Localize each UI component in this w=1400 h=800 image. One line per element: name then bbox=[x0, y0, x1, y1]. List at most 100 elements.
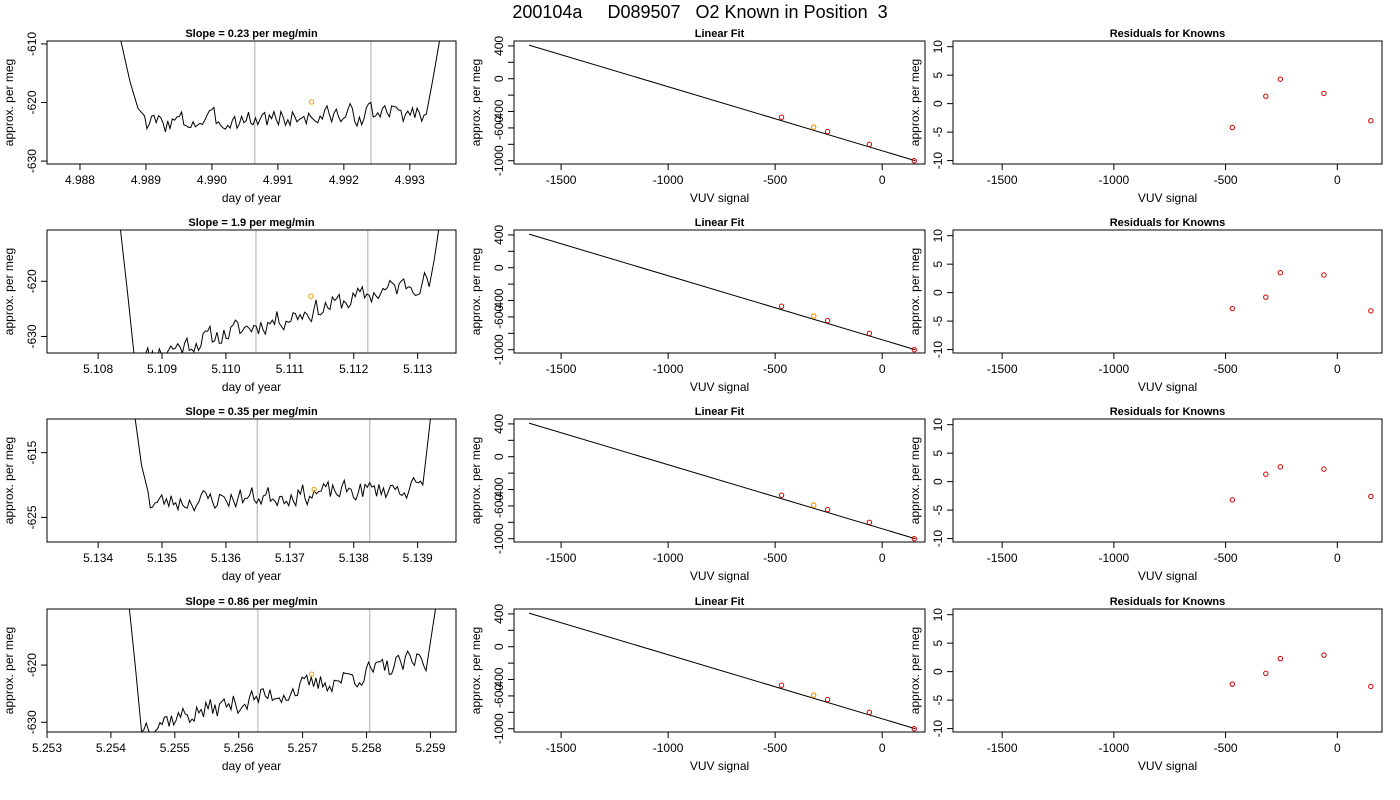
x-tick-label: 4.993 bbox=[395, 173, 425, 187]
y-tick-label: 10 bbox=[931, 40, 945, 54]
x-axis-label: VUV signal bbox=[690, 569, 749, 583]
data-point bbox=[1321, 272, 1327, 278]
panel-title: Residuals for Knowns bbox=[1110, 28, 1226, 40]
panel: Linear Fit VUV signal approx. per meg -1500… bbox=[469, 28, 926, 205]
x-tick-label: -1500 bbox=[546, 741, 577, 755]
plot-frame bbox=[513, 418, 926, 543]
x-tick-label: -500 bbox=[763, 362, 787, 376]
y-tick-label: -1000 bbox=[492, 334, 506, 365]
x-axis-label: day of year bbox=[222, 759, 281, 773]
x-axis-label: day of year bbox=[222, 191, 281, 205]
fit-line bbox=[528, 44, 916, 162]
plot-area bbox=[1229, 464, 1374, 503]
y-axis-label: approx. per meg bbox=[469, 248, 483, 335]
x-tick-label: 0 bbox=[879, 741, 886, 755]
y-tick-label: -1000 bbox=[492, 145, 506, 176]
y-axis-label: approx. per meg bbox=[469, 627, 483, 714]
plot-area bbox=[528, 612, 917, 732]
data-point bbox=[1263, 294, 1269, 300]
x-tick-label: -1500 bbox=[987, 173, 1018, 187]
x-tick-label: 5.254 bbox=[96, 741, 126, 755]
x-tick-label: 5.135 bbox=[147, 551, 177, 565]
data-point bbox=[911, 536, 917, 542]
data-point bbox=[1277, 464, 1284, 470]
y-tick-label: 0 bbox=[931, 100, 945, 107]
x-axis-label: VUV signal bbox=[690, 191, 749, 205]
data-trace-line bbox=[120, 230, 440, 353]
x-tick-label: -1500 bbox=[546, 551, 577, 565]
figure-title: 200104a D089507 O2 Known in Position 3 bbox=[512, 2, 888, 22]
panel: Linear Fit VUV signal approx. per meg -1500… bbox=[469, 596, 926, 773]
x-tick-label: -500 bbox=[763, 551, 787, 565]
y-tick-label: -615 bbox=[25, 440, 39, 464]
y-tick-label: -10 bbox=[931, 720, 945, 738]
x-tick-label: -500 bbox=[1214, 741, 1238, 755]
y-tick-label: -5 bbox=[931, 504, 945, 515]
highlight-point bbox=[810, 313, 817, 319]
x-tick-label: 5.113 bbox=[403, 362, 432, 376]
data-point bbox=[1368, 683, 1374, 690]
x-tick-label: -500 bbox=[1214, 551, 1238, 565]
x-tick-label: -1000 bbox=[653, 362, 684, 376]
y-tick-label: -600 bbox=[492, 494, 506, 518]
y-tick-label: -620 bbox=[25, 653, 39, 677]
y-tick-label: -5 bbox=[931, 126, 945, 137]
y-axis-label: approx. per meg bbox=[469, 437, 483, 524]
panel-title: Linear Fit bbox=[695, 217, 745, 229]
x-tick-label: 5.136 bbox=[211, 551, 241, 565]
plot-frame bbox=[513, 229, 926, 354]
panel: Residuals for Knowns VUV signal approx. pe… bbox=[908, 406, 1383, 583]
data-point bbox=[1229, 124, 1235, 131]
y-tick-label: 0 bbox=[931, 478, 945, 485]
y-tick-label: -600 bbox=[492, 305, 506, 329]
x-tick-label: 4.991 bbox=[263, 173, 293, 187]
x-tick-label: 5.134 bbox=[83, 551, 113, 565]
plot-frame bbox=[952, 418, 1383, 543]
panel-title: Residuals for Knowns bbox=[1110, 596, 1226, 608]
data-point bbox=[1368, 118, 1374, 124]
y-tick-label: -610 bbox=[25, 32, 39, 56]
x-tick-label: 4.988 bbox=[65, 173, 95, 187]
data-point bbox=[824, 506, 831, 513]
data-trace-line bbox=[128, 609, 436, 732]
x-tick-label: -1000 bbox=[1099, 551, 1130, 565]
panel-title: Residuals for Knowns bbox=[1110, 217, 1226, 229]
y-tick-label: -400 bbox=[492, 99, 506, 123]
y-tick-label: -400 bbox=[492, 288, 506, 312]
x-tick-label: 5.109 bbox=[147, 362, 177, 376]
data-point bbox=[1229, 497, 1235, 503]
y-tick-label: 0 bbox=[492, 75, 506, 82]
highlight-point bbox=[308, 293, 314, 299]
data-trace-line bbox=[134, 419, 431, 512]
y-tick-label: 10 bbox=[931, 229, 945, 243]
x-axis-label: VUV signal bbox=[1138, 569, 1197, 583]
x-tick-label: 0 bbox=[1334, 362, 1341, 376]
highlight-point bbox=[308, 671, 315, 677]
y-axis-label: approx. per meg bbox=[469, 59, 483, 146]
x-tick-label: -1500 bbox=[987, 741, 1018, 755]
y-tick-label: -630 bbox=[25, 710, 39, 734]
data-point bbox=[778, 682, 785, 688]
panel-title: Residuals for Knowns bbox=[1110, 406, 1226, 418]
plot-area bbox=[1229, 652, 1374, 690]
plot-area bbox=[528, 233, 917, 353]
x-tick-label: 5.110 bbox=[211, 362, 240, 376]
highlight-point bbox=[810, 502, 817, 508]
data-point bbox=[1321, 90, 1327, 97]
y-tick-label: -400 bbox=[492, 667, 506, 691]
x-tick-label: -500 bbox=[763, 741, 787, 755]
x-tick-label: -1000 bbox=[653, 551, 684, 565]
y-tick-label: 5 bbox=[931, 450, 945, 457]
x-axis-label: day of year bbox=[222, 380, 281, 394]
y-tick-label: -630 bbox=[25, 149, 39, 173]
data-point bbox=[778, 492, 785, 498]
y-tick-label: -620 bbox=[25, 90, 39, 114]
data-point bbox=[866, 141, 873, 148]
data-point bbox=[866, 330, 873, 337]
y-tick-label: -5 bbox=[931, 315, 945, 326]
y-tick-label: 0 bbox=[492, 453, 506, 460]
y-tick-label: 5 bbox=[931, 261, 945, 268]
data-point bbox=[1263, 93, 1269, 99]
panel: Slope = 0.86 per meg/min day of year appro… bbox=[2, 596, 457, 773]
